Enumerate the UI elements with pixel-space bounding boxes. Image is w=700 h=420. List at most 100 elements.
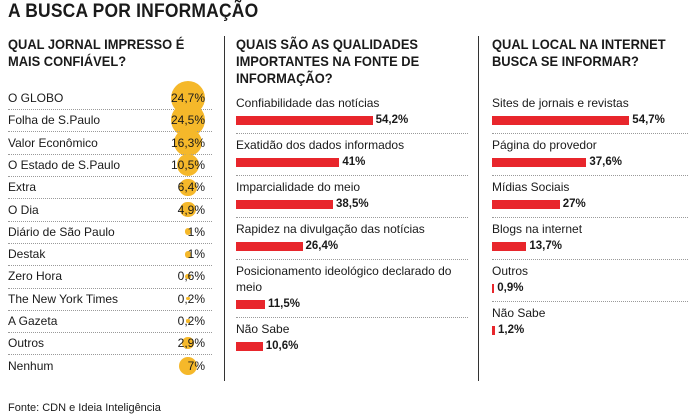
newspaper-row-separator <box>8 287 212 289</box>
newspaper-bubble <box>176 153 200 176</box>
qualities-bar <box>236 242 303 251</box>
internet-label: Página do provedor <box>492 137 597 153</box>
newspaper-label: A Gazeta <box>8 314 58 328</box>
internet-label-line: Sites de jornais e revistas <box>492 96 629 110</box>
internet-value: 1,2% <box>498 324 525 336</box>
newspaper-value: 10,5% <box>170 157 205 172</box>
newspaper-label: Destak <box>8 247 46 262</box>
internet-label-line: Página do provedor <box>492 138 597 152</box>
newspaper-bubble <box>179 178 197 196</box>
newspaper-label: O Dia <box>8 202 39 217</box>
newspaper-row-separator <box>8 109 212 111</box>
qualities-label-line: Não Sabe <box>236 322 290 336</box>
newspaper-label: Nenhum <box>8 358 54 373</box>
newspaper-bubble <box>185 273 191 280</box>
qualities-label: Exatidão dos dados informados <box>236 137 404 153</box>
internet-label-line: Não Sabe <box>492 306 546 320</box>
newspaper-title-line: QUAL JORNAL IMPRESSO É <box>8 36 185 52</box>
internet-row-separator <box>492 175 688 176</box>
internet-chart-title: QUAL LOCAL NA INTERNET BUSCA SE INFORMAR… <box>492 36 666 70</box>
qualities-row-separator <box>236 133 468 134</box>
qualities-label: Posicionamento ideológico declarado do me… <box>236 263 451 295</box>
newspaper-bubble <box>178 356 198 375</box>
internet-label: Mídias Sociais <box>492 179 569 195</box>
newspaper-bubble <box>180 201 196 218</box>
newspaper-label: Outros <box>8 336 45 351</box>
newspaper-label: Zero Hora <box>8 269 63 284</box>
internet-bar <box>492 326 495 335</box>
qualities-title-line: QUAIS SÃO AS QUALIDADES <box>236 36 419 52</box>
internet-bar <box>492 284 495 293</box>
newspaper-bubble <box>174 128 202 157</box>
newspaper-label: Diário de São Paulo <box>8 224 115 239</box>
qualities-row-separator <box>236 317 468 318</box>
qualities-label: Não Sabe <box>236 321 289 337</box>
column-divider <box>478 36 479 381</box>
newspaper-bubble <box>186 297 190 301</box>
qualities-value: 38,5% <box>336 198 369 210</box>
newspaper-bubble <box>184 250 192 258</box>
qualities-value: 26,4% <box>305 240 339 252</box>
internet-bar <box>492 158 587 167</box>
newspaper-row-separator <box>8 242 212 244</box>
internet-row-separator <box>492 301 688 302</box>
internet-bar <box>492 116 630 125</box>
qualities-row-separator <box>236 217 468 218</box>
internet-bar <box>492 242 527 251</box>
internet-label: Outros <box>492 263 528 279</box>
newspaper-value: 7% <box>187 358 205 373</box>
internet-bar <box>492 200 560 209</box>
internet-label-line: Mídias Sociais <box>492 180 570 194</box>
main-title: A BUSCA POR INFORMAÇÃO <box>8 1 259 22</box>
qualities-label: Confiabilidade das notícias <box>236 95 379 111</box>
newspaper-value: 0,2% <box>177 314 205 328</box>
internet-title-line: QUAL LOCAL NA INTERNET <box>492 36 666 52</box>
internet-row-separator <box>492 259 688 260</box>
internet-title-line: BUSCA SE INFORMAR? <box>492 53 639 69</box>
newspaper-value: 1% <box>187 247 205 262</box>
internet-value: 37,6% <box>589 156 622 168</box>
internet-value: 0,9% <box>497 282 524 294</box>
newspaper-bubble <box>184 228 192 236</box>
internet-row-separator <box>492 133 688 134</box>
newspaper-value: 1% <box>187 224 205 239</box>
newspaper-label: O GLOBO <box>8 91 64 105</box>
qualities-bar <box>236 158 340 167</box>
newspaper-value: 6,4% <box>177 180 205 195</box>
newspaper-label: Valor Econômico <box>8 135 98 150</box>
newspaper-row-separator <box>8 198 212 200</box>
qualities-bar <box>236 300 265 309</box>
internet-value: 54,7% <box>632 114 665 126</box>
qualities-label-line: Imparcialidade do meio <box>236 180 361 194</box>
qualities-title-line: IMPORTANTES NA FONTE DE <box>236 53 420 69</box>
qualities-label: Imparcialidade do meio <box>236 179 360 195</box>
qualities-value: 11,5% <box>267 298 300 310</box>
internet-value: 13,7% <box>529 240 562 252</box>
qualities-value: 54,2% <box>375 114 409 126</box>
newspaper-row-separator <box>8 220 212 222</box>
qualities-label: Rapidez na divulgação das notícias <box>236 221 425 237</box>
qualities-chart-title: QUAIS SÃO AS QUALIDADES IMPORTANTES NA F… <box>236 36 419 87</box>
newspaper-label: O Estado de S.Paulo <box>8 157 121 172</box>
newspaper-value: 4,9% <box>177 202 205 217</box>
qualities-bar <box>236 116 373 125</box>
newspaper-label: The New York Times <box>8 291 119 306</box>
newspaper-value: 24,5% <box>170 113 205 128</box>
internet-label: Blogs na internet <box>492 221 582 237</box>
newspaper-value: 2,9% <box>177 336 205 351</box>
qualities-value: 10,6% <box>265 340 299 352</box>
internet-value: 27% <box>562 198 586 210</box>
internet-label-line: Outros <box>492 264 529 278</box>
newspaper-row-separator <box>8 332 212 334</box>
newspaper-value: 24,7% <box>170 91 205 105</box>
qualities-bar <box>236 200 334 209</box>
column-divider <box>224 36 225 381</box>
newspaper-value: 16,3% <box>170 135 205 150</box>
newspaper-row-separator <box>8 153 212 155</box>
qualities-bar <box>236 342 263 351</box>
newspaper-value: 0,2% <box>177 291 205 306</box>
qualities-label-line: Confiabilidade das notícias <box>236 96 380 110</box>
newspaper-value: 0,6% <box>177 269 205 284</box>
qualities-label-line: Exatidão dos dados informados <box>236 138 405 152</box>
source-note: Fonte: CDN e Ideia Inteligência <box>8 402 161 414</box>
